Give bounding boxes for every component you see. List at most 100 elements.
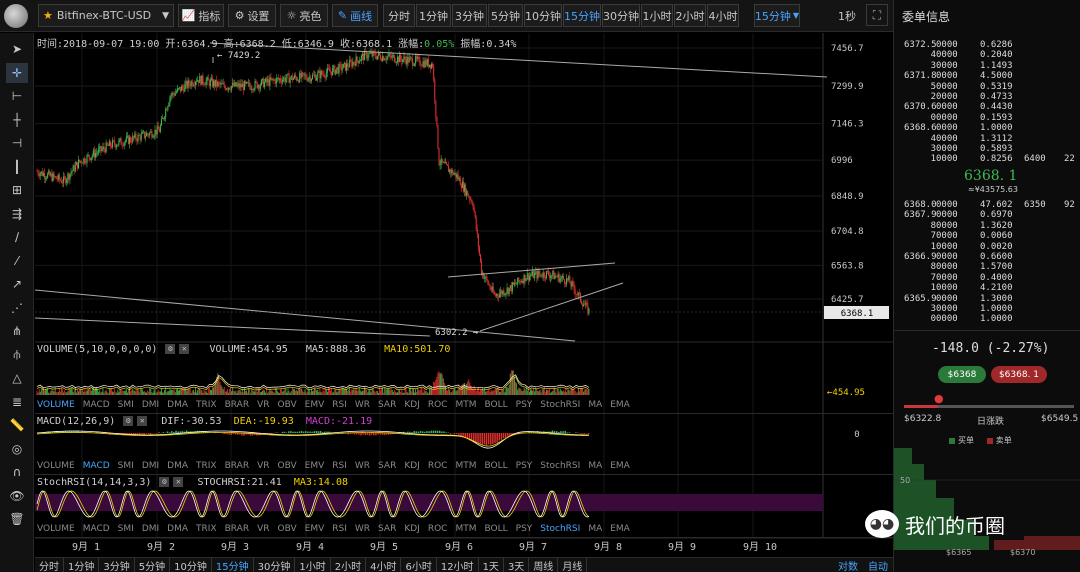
indicator-tab-kdj[interactable]: KDJ bbox=[404, 400, 420, 410]
indicator-tab-kdj[interactable]: KDJ bbox=[404, 461, 420, 471]
period-6[interactable]: 30分钟 bbox=[602, 4, 640, 27]
indicator-tab-rsi[interactable]: RSI bbox=[332, 524, 347, 534]
bottom-period-6[interactable]: 30分钟 bbox=[254, 557, 296, 572]
indicator-tab-vr[interactable]: VR bbox=[257, 524, 270, 534]
fan-icon[interactable]: ⋔ bbox=[11, 324, 23, 338]
indicator-tab-trix[interactable]: TRIX bbox=[196, 400, 217, 410]
bid-row[interactable]: 6366.9 0000 0.6600 bbox=[894, 252, 1080, 262]
indicator-tab-sar[interactable]: SAR bbox=[378, 524, 397, 534]
indicator-tab-mtm[interactable]: MTM bbox=[455, 400, 477, 410]
indicator-tab-rsi[interactable]: RSI bbox=[332, 400, 347, 410]
pane-close-icon[interactable]: ✕ bbox=[173, 477, 184, 487]
indicator-tab-brar[interactable]: BRAR bbox=[224, 461, 250, 471]
price-line-icon[interactable]: ⊞ bbox=[11, 183, 23, 197]
pane-divider[interactable] bbox=[35, 537, 893, 538]
log-scale-toggle[interactable]: 对数 bbox=[838, 561, 858, 572]
indicator-tab-macd[interactable]: MACD bbox=[82, 400, 110, 410]
bottom-period-8[interactable]: 2小时 bbox=[331, 557, 367, 572]
indicator-tab-vr[interactable]: VR bbox=[257, 461, 270, 471]
bottom-period-10[interactable]: 6小时 bbox=[401, 557, 437, 572]
indicator-tab-ma[interactable]: MA bbox=[588, 400, 603, 410]
indicator-tab-macd[interactable]: MACD bbox=[82, 524, 110, 534]
draw-button[interactable]: ✎ 画线 bbox=[332, 4, 378, 27]
period-2[interactable]: 3分钟 bbox=[452, 4, 487, 27]
indicator-tab-wr[interactable]: WR bbox=[354, 524, 371, 534]
indicator-tab-sar[interactable]: SAR bbox=[378, 461, 397, 471]
bid-row[interactable]: 6368.0 0000 47.602 6350 92 bbox=[894, 200, 1080, 210]
ask-row[interactable]: 1 0000 0.8256 6400 22 bbox=[894, 154, 1080, 164]
pitchfork-icon[interactable]: ⫛ bbox=[13, 347, 21, 361]
horizontal-line-icon[interactable]: ┼ bbox=[13, 112, 21, 127]
indicator-tab-stochrsi[interactable]: StochRSI bbox=[540, 461, 581, 471]
indicator-tab-psy[interactable]: PSY bbox=[515, 400, 533, 410]
settings-button[interactable]: ⚙ 设置 bbox=[228, 4, 276, 27]
indicator-tab-emv[interactable]: EMV bbox=[304, 524, 325, 534]
indicator-tab-volume[interactable]: VOLUME bbox=[37, 524, 75, 534]
horizontal-ray-icon[interactable]: ⊣ bbox=[11, 136, 23, 150]
symbol-selector[interactable]: ★ Bitfinex-BTC-USD ▼ bbox=[38, 4, 174, 27]
indicator-tab-dmi[interactable]: DMI bbox=[141, 524, 160, 534]
period-0[interactable]: 分时 bbox=[383, 4, 415, 27]
buy-price-button[interactable]: $6368 bbox=[938, 366, 986, 383]
indicator-tab-psy[interactable]: PSY bbox=[515, 461, 533, 471]
bottom-period-15[interactable]: 月线 bbox=[558, 557, 588, 572]
bid-row[interactable]: 1 0000 4.2100 bbox=[894, 283, 1080, 293]
indicator-tab-obv[interactable]: OBV bbox=[277, 400, 297, 410]
crosshair-icon[interactable]: ✛ bbox=[6, 62, 28, 83]
ask-row[interactable]: 6368.6 0000 1.0000 bbox=[894, 123, 1080, 133]
indicator-tab-vr[interactable]: VR bbox=[257, 400, 270, 410]
indicator-tab-dmi[interactable]: DMI bbox=[141, 461, 160, 471]
pane-settings-icon[interactable]: ⚙ bbox=[159, 477, 170, 487]
indicator-tab-volume[interactable]: VOLUME bbox=[37, 400, 75, 410]
period-5[interactable]: 15分钟 bbox=[563, 4, 601, 27]
bid-row[interactable]: 7 0000 0.0060 bbox=[894, 231, 1080, 241]
ask-row[interactable]: 4 0000 1.3112 bbox=[894, 134, 1080, 144]
auto-scale-toggle[interactable]: 自动 bbox=[868, 561, 888, 572]
indicator-tab-macd[interactable]: MACD bbox=[82, 461, 110, 471]
indicator-tab-wr[interactable]: WR bbox=[354, 461, 371, 471]
ray-icon[interactable]: ⁄ bbox=[15, 253, 18, 268]
indicator-tab-roc[interactable]: ROC bbox=[427, 400, 448, 410]
pane-divider[interactable] bbox=[35, 413, 893, 414]
ask-row[interactable]: 4 0000 0.2040 bbox=[894, 50, 1080, 60]
indicator-tab-ma[interactable]: MA bbox=[588, 524, 603, 534]
indicator-tab-roc[interactable]: ROC bbox=[427, 524, 448, 534]
cursor-icon[interactable]: ➤ bbox=[11, 42, 23, 56]
indicators-button[interactable]: 📈 指标 bbox=[178, 4, 224, 27]
ask-row[interactable]: 6370.6 0000 0.4430 bbox=[894, 102, 1080, 112]
indicator-tab-boll[interactable]: BOLL bbox=[484, 400, 508, 410]
indicator-tab-rsi[interactable]: RSI bbox=[332, 461, 347, 471]
ask-row[interactable]: 6371.8 0000 4.5000 bbox=[894, 71, 1080, 81]
indicator-tab-roc[interactable]: ROC bbox=[427, 461, 448, 471]
ask-row[interactable]: 3 0000 0.5893 bbox=[894, 144, 1080, 154]
bottom-period-11[interactable]: 12小时 bbox=[437, 557, 479, 572]
indicator-tab-kdj[interactable]: KDJ bbox=[404, 524, 420, 534]
trend-line-icon[interactable]: ∕ bbox=[14, 230, 20, 244]
theme-button[interactable]: ☼ 亮色 bbox=[280, 4, 328, 27]
pane-settings-icon[interactable]: ⚙ bbox=[165, 344, 176, 354]
extended-line-icon[interactable]: ⋰ bbox=[11, 300, 23, 315]
period-dropdown[interactable]: 15分钟 ▼ bbox=[754, 4, 800, 27]
indicator-tab-boll[interactable]: BOLL bbox=[484, 461, 508, 471]
eye-icon[interactable]: 👁 bbox=[9, 488, 25, 503]
indicator-tab-dma[interactable]: DMA bbox=[167, 461, 189, 471]
period-9[interactable]: 4小时 bbox=[707, 4, 739, 27]
pane-settings-icon[interactable]: ⚙ bbox=[123, 416, 134, 426]
ask-row[interactable]: 6372.5 0000 0.6286 bbox=[894, 40, 1080, 50]
sell-price-button[interactable]: $6368. 1 bbox=[991, 366, 1047, 383]
horizontal-segment-icon[interactable]: ⊢ bbox=[11, 89, 23, 103]
bid-row[interactable]: 6365.9 0000 1.3000 bbox=[894, 294, 1080, 304]
indicator-tab-ema[interactable]: EMA bbox=[610, 524, 630, 534]
bottom-period-14[interactable]: 周线 bbox=[529, 557, 559, 572]
indicator-tab-dma[interactable]: DMA bbox=[167, 400, 189, 410]
indicator-tab-emv[interactable]: EMV bbox=[304, 400, 325, 410]
indicator-tab-trix[interactable]: TRIX bbox=[196, 524, 217, 534]
indicator-tab-brar[interactable]: BRAR bbox=[224, 524, 250, 534]
trash-icon[interactable]: 🗑 bbox=[9, 512, 25, 526]
bid-row[interactable]: 8 0000 1.5700 bbox=[894, 262, 1080, 272]
bottom-period-12[interactable]: 1天 bbox=[479, 557, 504, 572]
pane-close-icon[interactable]: ✕ bbox=[137, 416, 148, 426]
indicator-tab-mtm[interactable]: MTM bbox=[455, 461, 477, 471]
indicator-tab-stochrsi[interactable]: StochRSI bbox=[540, 524, 581, 534]
bottom-period-9[interactable]: 4小时 bbox=[366, 557, 402, 572]
